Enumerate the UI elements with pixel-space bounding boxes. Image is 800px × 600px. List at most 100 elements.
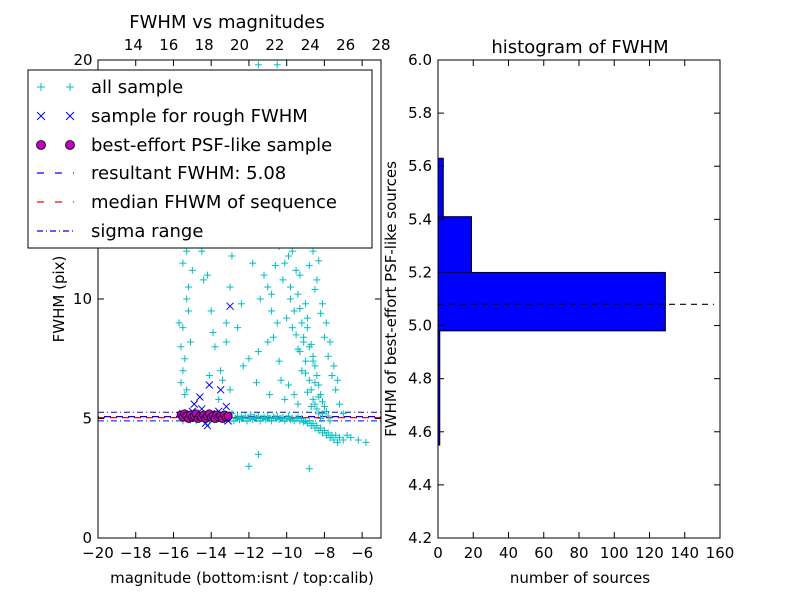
- all-sample-point: [339, 436, 347, 444]
- all-sample-point: [322, 407, 330, 415]
- all-sample-point: [334, 376, 342, 384]
- all-sample-point: [319, 300, 327, 308]
- all-sample-point: [273, 319, 281, 327]
- all-sample-point: [228, 252, 236, 260]
- all-sample-point: [198, 247, 206, 255]
- all-sample-point: [326, 417, 334, 425]
- all-sample-point: [247, 411, 255, 419]
- histogram-bar: [437, 216, 472, 273]
- top-x-tick-label: 20: [230, 36, 249, 54]
- y-tick-label: 5.8: [408, 104, 432, 122]
- all-sample-point: [322, 319, 330, 327]
- all-sample-point: [305, 465, 313, 473]
- all-sample-point: [313, 371, 321, 379]
- all-sample-point: [305, 262, 313, 270]
- all-sample-point: [200, 276, 208, 284]
- all-sample-point: [313, 405, 321, 413]
- rough-sample-point: [222, 402, 231, 411]
- psf-sample-point: [223, 411, 233, 421]
- x-tick-label: 60: [534, 544, 553, 562]
- all-sample-point: [309, 395, 317, 403]
- all-sample-point: [179, 259, 187, 267]
- x-tick-label: 160: [706, 544, 735, 562]
- all-sample-point: [324, 429, 332, 437]
- all-sample-point: [245, 355, 253, 363]
- all-sample-point: [239, 362, 247, 370]
- all-sample-point: [254, 348, 262, 356]
- all-sample-point: [311, 379, 319, 387]
- all-sample-point: [328, 371, 336, 379]
- legend-label: sample for rough FWHM: [91, 106, 308, 127]
- y-tick-label: 4.2: [408, 529, 432, 547]
- all-sample-point: [268, 307, 276, 315]
- legend-item: sigma range: [37, 221, 203, 242]
- all-sample-point: [320, 403, 328, 411]
- y-tick-label: 5.0: [408, 317, 432, 335]
- legend-item: all sample: [37, 77, 183, 98]
- all-sample-point: [309, 247, 317, 255]
- all-sample-point: [309, 419, 317, 427]
- all-sample-point: [302, 300, 310, 308]
- all-sample-point: [279, 276, 287, 284]
- all-sample-point: [264, 283, 272, 291]
- all-sample-point: [283, 314, 291, 322]
- x-tick-label: 100: [600, 544, 629, 562]
- all-sample-point: [211, 343, 219, 351]
- legend-box: [27, 69, 373, 249]
- legend-item: best-effort PSF-like sample: [36, 135, 332, 156]
- legend-item: resultant FWHM: 5.08: [37, 163, 286, 184]
- all-sample-point: [294, 345, 302, 353]
- all-sample-point: [177, 379, 185, 387]
- x-tick-label: −8: [313, 544, 335, 562]
- legend-marker: [37, 83, 45, 91]
- all-sample-point: [317, 309, 325, 317]
- all-sample-point: [288, 247, 296, 255]
- all-sample-point: [234, 324, 242, 332]
- all-sample-point: [279, 413, 287, 421]
- all-sample-point: [183, 295, 191, 303]
- all-sample-point: [326, 338, 334, 346]
- all-sample-point: [285, 252, 293, 260]
- x-tick-label: 40: [499, 544, 518, 562]
- legend-label: sigma range: [91, 221, 203, 242]
- histogram-bars: [437, 157, 666, 446]
- all-sample-point: [271, 262, 279, 270]
- all-sample-point: [335, 400, 343, 408]
- all-sample-point: [256, 295, 264, 303]
- all-sample-point: [175, 319, 183, 327]
- all-sample-point: [281, 395, 289, 403]
- all-sample-point: [207, 307, 215, 315]
- top-x-tick-label: 16: [159, 36, 178, 54]
- scatter-top-x-ticks: 14 16 18 20 22 24 26 28: [124, 36, 391, 54]
- top-x-tick-label: 28: [371, 36, 390, 54]
- all-sample-point: [254, 61, 262, 69]
- histogram-y-ticks: 4.2 4.4 4.6 4.8 5.0 5.2 5.4 5.6 5.8 6.0: [408, 51, 720, 547]
- top-x-tick-label: 18: [195, 36, 214, 54]
- all-sample-point: [347, 434, 355, 442]
- all-sample-point: [292, 266, 300, 274]
- all-sample-point: [303, 388, 311, 396]
- scatter-y-ticks: 0 5 10: [73, 290, 381, 547]
- all-sample-point: [354, 436, 362, 444]
- all-sample-point: [222, 338, 230, 346]
- legend-label: resultant FWHM: 5.08: [91, 163, 286, 184]
- all-sample-point: [183, 386, 191, 394]
- all-sample-point: [300, 333, 308, 341]
- legend-item: sample for rough FWHM: [36, 106, 308, 127]
- y-tick-label: 5.6: [408, 157, 432, 175]
- x-tick-label: 120: [635, 544, 664, 562]
- legend-items: all sample sample for rough FWHM best-effo…: [36, 77, 337, 242]
- y-tick-label: 0: [82, 529, 92, 547]
- all-sample-point: [237, 300, 245, 308]
- psf-sample-points: [176, 409, 233, 423]
- all-sample-point: [266, 391, 274, 399]
- y-tick-label: 6.0: [408, 51, 432, 69]
- all-sample-point: [311, 285, 319, 293]
- x-tick-label: −12: [233, 544, 265, 562]
- all-sample-point: [181, 391, 189, 399]
- all-sample-point: [226, 386, 234, 394]
- all-sample-point: [298, 367, 306, 375]
- all-sample-point: [315, 257, 323, 265]
- rough-sample-point: [226, 302, 234, 311]
- all-sample-point: [226, 283, 234, 291]
